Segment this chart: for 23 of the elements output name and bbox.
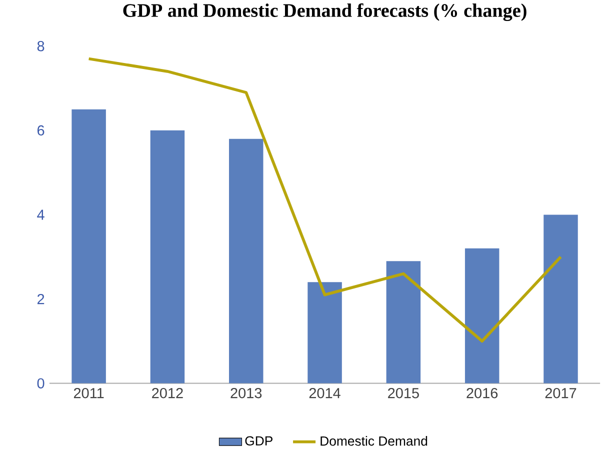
line-series	[87, 57, 562, 342]
bar	[228, 138, 264, 384]
x-tick-label: 2016	[466, 388, 498, 398]
x-tick-label: 2015	[388, 388, 419, 398]
legend-label: GDP	[245, 436, 272, 446]
bar	[464, 248, 500, 384]
x-tick-label: 2013	[230, 388, 262, 398]
x-tick-label: 2014	[309, 388, 340, 398]
bar	[72, 109, 106, 384]
bar	[544, 214, 578, 384]
bar	[386, 260, 421, 384]
legend-label: Domestic Demand	[320, 436, 428, 446]
chart-title: GDP and Domestic Demand forecasts (% change)	[123, 3, 526, 21]
x-tick-label: 2017	[545, 388, 576, 398]
y-tick-label: 2	[37, 294, 44, 304]
bar	[150, 130, 185, 384]
bar	[308, 282, 342, 384]
y-tick-label: 4	[37, 210, 44, 220]
y-tick-label: 0	[37, 378, 44, 388]
x-tick-label: 2011	[74, 388, 104, 398]
x-tick-label: 2012	[152, 388, 183, 398]
y-tick-label: 6	[38, 125, 44, 136]
y-tick-label: 8	[37, 40, 44, 52]
